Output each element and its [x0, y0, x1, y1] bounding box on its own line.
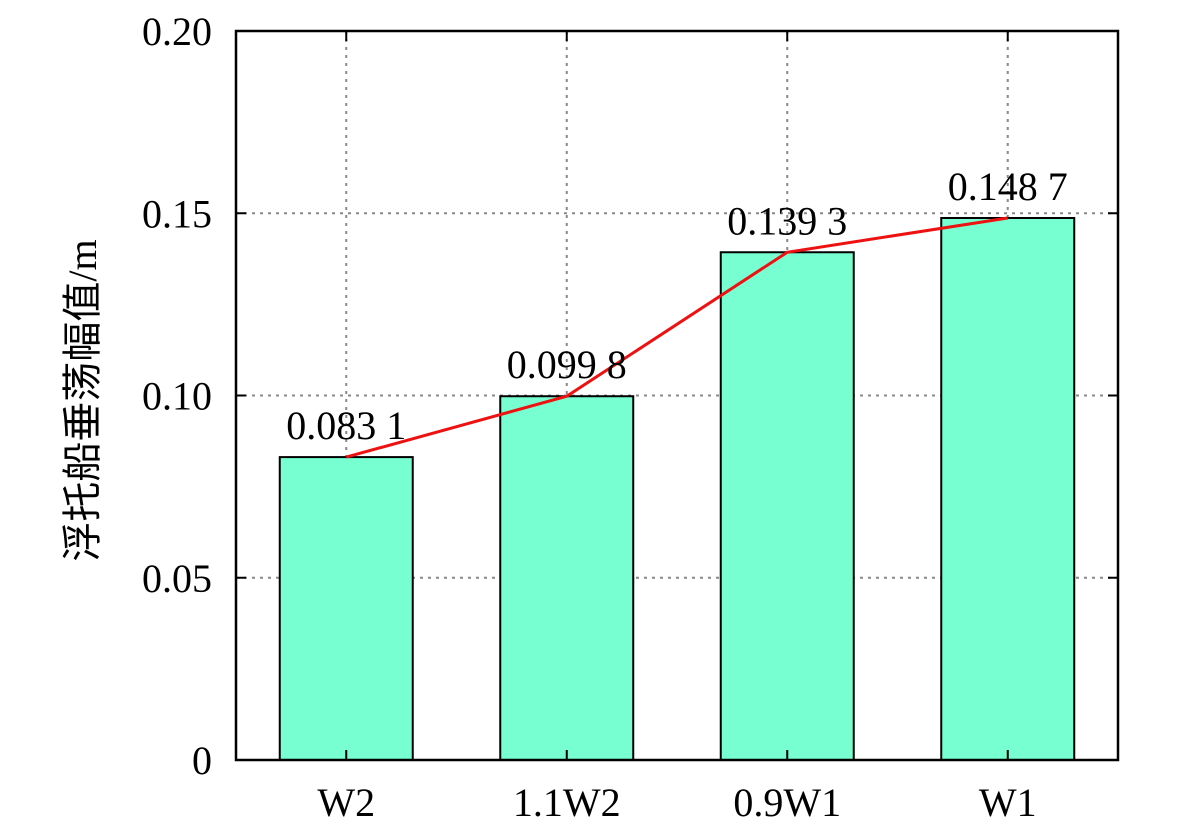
bar-W2	[278, 456, 414, 761]
value-label-W1: 0.148 7	[948, 164, 1068, 209]
value-labels: 0.083 1 0.099 8 0.139 3 0.148 7	[286, 164, 1068, 448]
bar-1.1W2	[499, 395, 635, 761]
value-label-W2: 0.083 1	[286, 403, 406, 448]
bar-0.9W1	[719, 251, 855, 761]
y-tick-label-4: 0.20	[142, 9, 212, 54]
x-tick-label-W1: W1	[979, 780, 1037, 825]
value-label-0.9W1: 0.139 3	[727, 198, 847, 243]
trend-line	[345, 216, 1008, 459]
value-label-1.1W2: 0.099 8	[507, 342, 627, 387]
y-axis-label: 浮托船垂荡幅值/m	[60, 239, 105, 561]
y-tick-label-1: 0.05	[142, 556, 212, 601]
x-tick-label-1.1W2: 1.1W2	[513, 780, 621, 825]
axis-ticks: 0 0.05 0.10 0.15 0.20 W2 1.1W2 0.9W1 W1	[142, 9, 1118, 825]
bars	[278, 216, 1076, 761]
bar-W1	[940, 216, 1076, 761]
trend-line-series	[345, 216, 1008, 459]
x-tick-label-W2: W2	[317, 780, 375, 825]
y-tick-label-2: 0.10	[142, 374, 212, 419]
y-tick-label-0: 0	[192, 738, 212, 783]
x-tick-label-0.9W1: 0.9W1	[733, 780, 841, 825]
y-tick-label-3: 0.15	[142, 191, 212, 236]
